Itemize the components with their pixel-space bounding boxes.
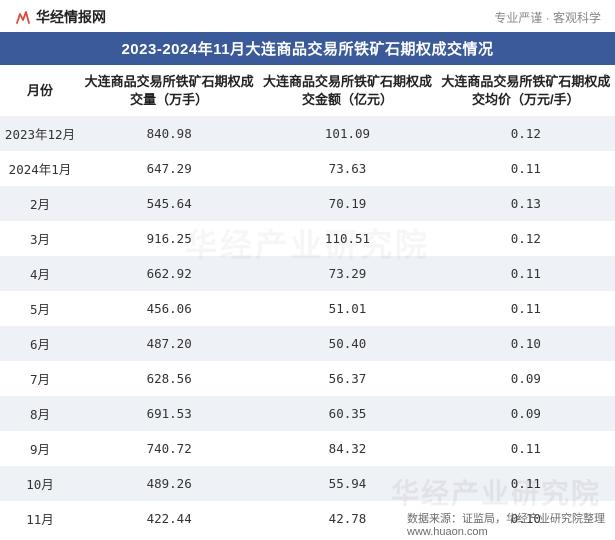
- cell-value: 487.20: [80, 326, 258, 361]
- cell-value: 422.44: [80, 501, 258, 536]
- table-row: 7月628.5656.370.09: [0, 361, 615, 396]
- table-row: 2024年1月647.2973.630.11: [0, 151, 615, 186]
- cell-value: 101.09: [258, 116, 436, 151]
- cell-value: 0.11: [437, 291, 615, 326]
- cell-value: 740.72: [80, 431, 258, 466]
- cell-value: 0.10: [437, 326, 615, 361]
- cell-month: 11月: [0, 501, 80, 536]
- cell-value: 840.98: [80, 116, 258, 151]
- cell-value: 662.92: [80, 256, 258, 291]
- cell-month: 5月: [0, 291, 80, 326]
- page-header: 华经情报网 专业严谨 · 客观科学: [0, 0, 615, 32]
- cell-value: 55.94: [258, 466, 436, 501]
- table-row: 6月487.2050.400.10: [0, 326, 615, 361]
- cell-value: 0.11: [437, 256, 615, 291]
- col-header-volume: 大连商品交易所铁矿石期权成交量（万手）: [80, 65, 258, 116]
- cell-value: 691.53: [80, 396, 258, 431]
- cell-value: 0.11: [437, 151, 615, 186]
- cell-month: 8月: [0, 396, 80, 431]
- brand-icon: [14, 8, 32, 26]
- cell-value: 0.12: [437, 221, 615, 256]
- cell-month: 2月: [0, 186, 80, 221]
- cell-value: 489.26: [80, 466, 258, 501]
- table-body: 2023年12月840.98101.090.122024年1月647.2973.…: [0, 116, 615, 536]
- cell-value: 56.37: [258, 361, 436, 396]
- cell-month: 3月: [0, 221, 80, 256]
- cell-value: 0.11: [437, 431, 615, 466]
- table-row: 9月740.7284.320.11: [0, 431, 615, 466]
- footer-note: 数据来源：证监局，华经产业研究院整理 www.huaon.com: [407, 510, 605, 538]
- cell-month: 6月: [0, 326, 80, 361]
- slogan: 专业严谨 · 客观科学: [494, 9, 601, 26]
- cell-value: 916.25: [80, 221, 258, 256]
- table-row: 4月662.9273.290.11: [0, 256, 615, 291]
- footer-source: 数据来源：证监局，华经产业研究院整理: [407, 513, 605, 525]
- cell-month: 7月: [0, 361, 80, 396]
- cell-value: 70.19: [258, 186, 436, 221]
- table-row: 10月489.2655.940.11: [0, 466, 615, 501]
- cell-value: 456.06: [80, 291, 258, 326]
- cell-value: 0.13: [437, 186, 615, 221]
- table-row: 2023年12月840.98101.090.12: [0, 116, 615, 151]
- cell-value: 50.40: [258, 326, 436, 361]
- cell-value: 0.09: [437, 361, 615, 396]
- footer-site: www.huaon.com: [407, 526, 488, 538]
- table-header: 月份 大连商品交易所铁矿石期权成交量（万手） 大连商品交易所铁矿石期权成交金额（…: [0, 65, 615, 116]
- cell-month: 2024年1月: [0, 151, 80, 186]
- cell-value: 73.63: [258, 151, 436, 186]
- cell-month: 2023年12月: [0, 116, 80, 151]
- cell-value: 0.12: [437, 116, 615, 151]
- cell-value: 0.09: [437, 396, 615, 431]
- table-row: 3月916.25110.510.12: [0, 221, 615, 256]
- table-title: 2023-2024年11月大连商品交易所铁矿石期权成交情况: [0, 32, 615, 65]
- cell-value: 51.01: [258, 291, 436, 326]
- col-header-amount: 大连商品交易所铁矿石期权成交金额（亿元）: [258, 65, 436, 116]
- cell-month: 4月: [0, 256, 80, 291]
- cell-value: 628.56: [80, 361, 258, 396]
- cell-month: 9月: [0, 431, 80, 466]
- cell-value: 110.51: [258, 221, 436, 256]
- col-header-avgprice: 大连商品交易所铁矿石期权成交均价（万元/手）: [437, 65, 615, 116]
- cell-value: 0.11: [437, 466, 615, 501]
- table-row: 5月456.0651.010.11: [0, 291, 615, 326]
- cell-value: 84.32: [258, 431, 436, 466]
- brand-text: 华经情报网: [36, 7, 106, 27]
- brand: 华经情报网: [14, 7, 106, 27]
- cell-value: 60.35: [258, 396, 436, 431]
- cell-value: 647.29: [80, 151, 258, 186]
- data-table: 月份 大连商品交易所铁矿石期权成交量（万手） 大连商品交易所铁矿石期权成交金额（…: [0, 65, 615, 536]
- col-header-month: 月份: [0, 65, 80, 116]
- cell-value: 73.29: [258, 256, 436, 291]
- table-row: 2月545.6470.190.13: [0, 186, 615, 221]
- table-row: 8月691.5360.350.09: [0, 396, 615, 431]
- cell-value: 545.64: [80, 186, 258, 221]
- cell-month: 10月: [0, 466, 80, 501]
